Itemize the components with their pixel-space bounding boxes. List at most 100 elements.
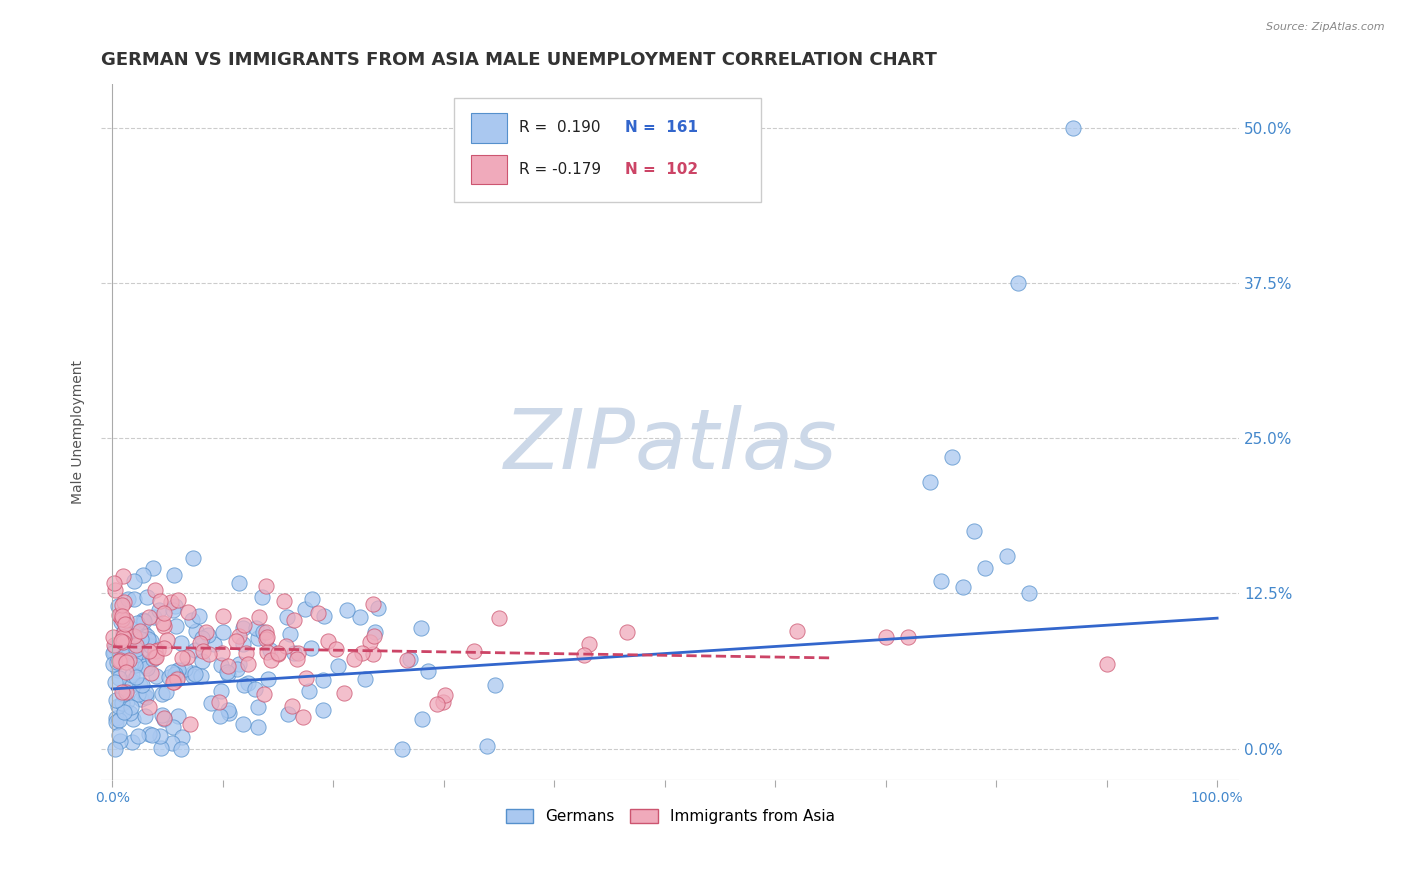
Point — [232, 717, 254, 731]
Point — [142, 652, 165, 666]
Point — [247, 631, 270, 645]
Point — [152, 615, 174, 630]
Point — [1007, 276, 1029, 290]
Point — [259, 643, 281, 657]
Point — [110, 633, 132, 648]
Point — [361, 648, 384, 662]
Point — [127, 687, 149, 701]
Point — [277, 706, 299, 721]
Point — [233, 617, 256, 632]
Point — [120, 706, 142, 720]
Point — [211, 647, 233, 661]
Point — [252, 625, 274, 640]
Point — [107, 654, 129, 668]
Point — [616, 625, 638, 640]
Point — [125, 638, 148, 652]
Point — [247, 720, 270, 734]
Point — [245, 681, 267, 696]
Point — [195, 624, 218, 639]
Point — [131, 648, 153, 662]
Point — [118, 645, 141, 659]
Point — [283, 646, 305, 660]
Point — [118, 619, 141, 633]
Point — [153, 606, 176, 620]
Point — [170, 741, 193, 756]
Point — [163, 674, 186, 689]
Point — [254, 624, 277, 639]
Point — [929, 574, 952, 588]
Point — [359, 635, 381, 649]
FancyBboxPatch shape — [454, 98, 761, 202]
Point — [312, 673, 335, 687]
Point — [153, 641, 176, 656]
Point — [572, 648, 595, 662]
Point — [131, 568, 153, 582]
Point — [363, 629, 385, 643]
Text: GERMAN VS IMMIGRANTS FROM ASIA MALE UNEMPLOYMENT CORRELATION CHART: GERMAN VS IMMIGRANTS FROM ASIA MALE UNEM… — [101, 51, 936, 69]
Point — [786, 624, 808, 638]
Point — [162, 736, 184, 750]
Point — [162, 720, 184, 734]
Point — [367, 600, 389, 615]
Point — [233, 678, 256, 692]
Point — [432, 695, 454, 709]
Point — [111, 609, 134, 624]
Point — [101, 646, 124, 660]
Point — [141, 640, 163, 654]
Point — [103, 576, 125, 591]
Point — [112, 705, 135, 719]
Point — [111, 696, 134, 710]
Point — [184, 624, 207, 639]
Point — [246, 700, 269, 714]
Point — [121, 668, 143, 682]
Point — [105, 711, 128, 725]
Point — [218, 706, 240, 721]
Point — [228, 629, 250, 643]
Point — [150, 741, 173, 756]
Point — [267, 647, 290, 661]
Point — [183, 669, 205, 683]
Point — [111, 612, 134, 626]
Point — [131, 691, 153, 706]
Point — [287, 646, 309, 660]
Point — [256, 645, 278, 659]
Point — [217, 667, 239, 681]
Point — [145, 669, 167, 683]
Point — [121, 735, 143, 749]
Point — [103, 674, 125, 689]
Point — [209, 658, 232, 673]
Point — [232, 636, 254, 650]
Point — [225, 662, 247, 676]
Point — [153, 711, 176, 725]
Point — [250, 590, 273, 604]
Point — [225, 634, 247, 648]
Point — [256, 630, 278, 644]
Point — [166, 664, 188, 678]
Point — [132, 613, 155, 627]
Point — [112, 626, 135, 640]
Point — [138, 610, 160, 624]
Point — [253, 687, 276, 701]
Point — [125, 616, 148, 631]
Point — [124, 658, 146, 673]
Point — [350, 646, 373, 660]
Point — [299, 640, 322, 655]
Text: R = -0.179: R = -0.179 — [519, 162, 600, 178]
Point — [136, 660, 159, 674]
Point — [963, 524, 986, 539]
Point — [135, 690, 157, 704]
Point — [111, 630, 134, 644]
Point — [952, 580, 974, 594]
Point — [995, 549, 1018, 563]
Point — [875, 630, 897, 644]
Point — [139, 666, 162, 681]
Point — [134, 689, 156, 703]
Point — [155, 685, 177, 699]
Point — [107, 663, 129, 677]
Point — [287, 651, 309, 665]
Point — [191, 643, 214, 657]
Point — [276, 610, 298, 624]
Point — [104, 640, 127, 654]
Point — [228, 657, 250, 672]
Point — [148, 642, 170, 657]
